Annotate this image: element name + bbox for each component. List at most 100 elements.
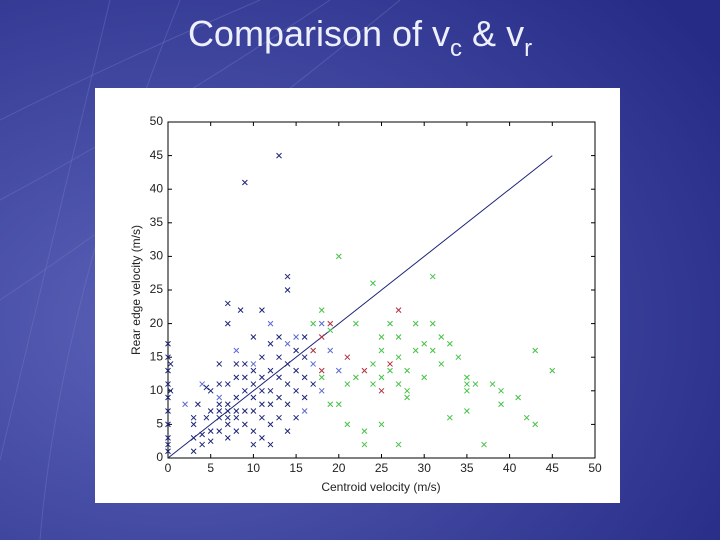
scatter-point [216,361,223,367]
scatter-point [293,367,299,374]
scatter-point [267,340,274,347]
scatter-point [464,408,470,414]
x-tick-label: 30 [418,461,432,475]
scatter-point [318,367,325,374]
scatter-point [387,320,393,327]
scatter-point [199,431,206,438]
scatter-point [293,387,299,394]
scatter-point [233,394,240,401]
x-tick-label: 20 [332,461,346,475]
scatter-point [167,361,174,367]
scatter-point [242,421,248,428]
scatter-point [267,387,274,394]
scatter-point [378,334,385,340]
scatter-point [335,253,342,260]
scatter-point [250,441,257,448]
scatter-point [361,428,368,434]
scatter-point [293,334,299,340]
scatter-point [216,408,223,414]
scatter-point [429,320,436,327]
scatter-point [242,374,248,381]
scatter-point [370,361,376,367]
scatter-point [446,414,453,421]
scatter-point [224,414,231,421]
scatter-point [203,414,210,421]
scatter-point [224,320,231,327]
scatter-point [267,367,274,374]
y-tick-label: 45 [150,148,164,162]
reference-line [167,155,553,459]
scatter-point [165,441,171,448]
scatter-point [395,441,402,448]
y-tick-label: 50 [150,114,164,128]
scatter-point [182,401,188,408]
scatter-point [250,408,257,414]
title-text: Comparison of v [188,13,450,54]
scatter-point [224,408,231,414]
scatter-point [344,421,351,428]
x-tick-label: 5 [207,461,214,475]
scatter-point [267,421,274,428]
scatter-point [301,408,308,414]
scatter-point [216,394,223,401]
scatter-point [207,408,214,414]
scatter-point [165,340,171,347]
title-text: & v [462,13,524,54]
scatter-point [412,347,419,354]
scatter-point [165,434,171,441]
scatter-point [284,273,291,280]
scatter-point [216,428,223,434]
scatter-point [250,361,257,367]
scatter-point [395,334,402,340]
scatter-point [224,300,231,307]
scatter-point [284,428,291,434]
scatter-point [250,381,257,387]
scatter-point [190,414,197,421]
scatter-point [301,374,308,381]
scatter-point [310,361,317,367]
scatter-point [318,307,325,314]
scatter-point [267,401,274,408]
scatter-point [464,387,470,394]
scatter-point [515,394,521,401]
scatter-point [378,387,385,394]
scatter-point [446,340,453,347]
scatter-point [224,381,231,387]
scatter-point [190,434,197,441]
scatter-point [455,354,462,361]
scatter-point [250,428,257,434]
y-tick-label: 5 [156,417,163,431]
scatter-point [165,421,171,428]
scatter-point [421,340,428,347]
x-tick-label: 10 [247,461,261,475]
scatter-point [276,414,282,421]
scatter-point [165,354,171,361]
scatter-point [532,421,539,428]
scatter-point [195,401,201,408]
scatter-point [353,374,359,381]
scatter-point [378,347,385,354]
scatter-point [233,408,240,414]
scatter-point [284,340,291,347]
scatter-point [293,347,299,354]
y-axis-label: Rear edge velocity (m/s) [129,225,143,355]
title-sub: r [524,35,532,62]
y-tick-label: 35 [150,215,164,229]
scatter-point [327,320,334,327]
scatter-point [361,367,368,374]
scatter-point [276,394,282,401]
scatter-point [395,381,402,387]
scatter-point [207,428,214,434]
scatter-point [481,441,487,448]
x-axis-label: Centroid velocity (m/s) [321,480,440,494]
x-tick-label: 35 [460,461,474,475]
scatter-point [387,367,393,374]
scatter-point [242,361,248,367]
scatter-point [344,354,351,361]
scatter-point [259,387,265,394]
scatter-point [370,381,376,387]
scatter-point [242,387,248,394]
scatter-point [404,367,410,374]
scatter-point [361,441,368,448]
